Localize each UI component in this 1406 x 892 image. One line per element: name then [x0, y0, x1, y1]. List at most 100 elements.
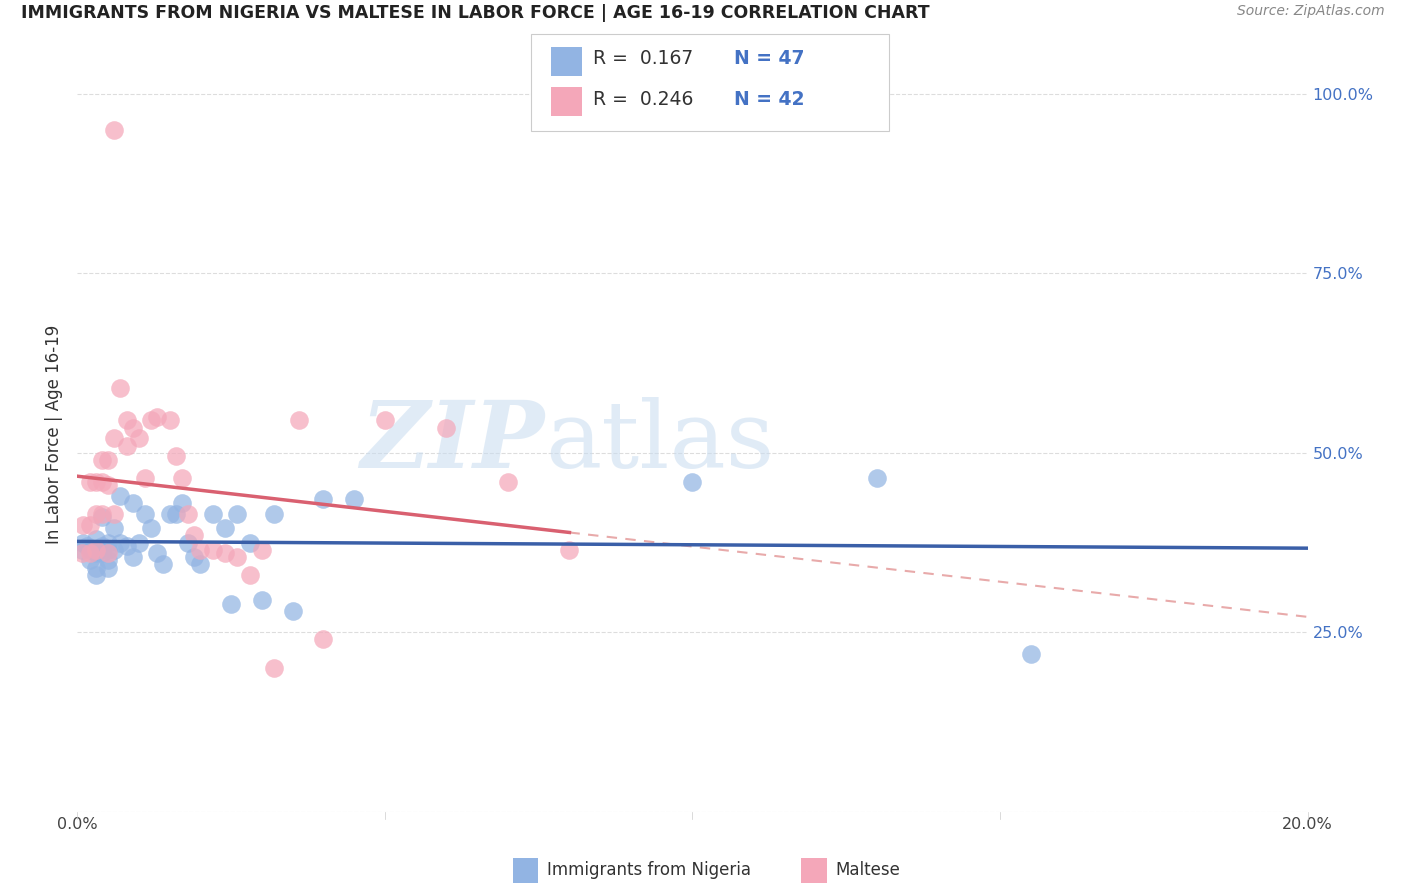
Text: R =  0.246: R = 0.246 [593, 89, 693, 109]
Point [97, 546, 120, 560]
Text: IMMIGRANTS FROM NIGERIA VS MALTESE IN LABOR FORCE | AGE 16-19 CORRELATION CHART: IMMIGRANTS FROM NIGERIA VS MALTESE IN LA… [21, 4, 929, 22]
Point [250, 542, 273, 557]
Point [312, 492, 335, 507]
Point [214, 521, 236, 535]
Point [214, 546, 236, 560]
Point [97, 535, 120, 549]
Point [84, 532, 107, 546]
Text: R =  0.167: R = 0.167 [593, 49, 693, 69]
Point [312, 632, 335, 647]
Point [84, 560, 107, 574]
Point [177, 507, 200, 521]
Point [72, 535, 94, 549]
Point [97, 453, 120, 467]
Point [115, 439, 138, 453]
Point [134, 471, 156, 485]
Point [90, 507, 114, 521]
Point [103, 122, 125, 136]
Text: atlas: atlas [546, 398, 775, 487]
Point [70, 542, 93, 557]
Point [90, 546, 114, 560]
Point [84, 567, 107, 582]
Point [159, 413, 181, 427]
Point [558, 542, 581, 557]
Point [141, 413, 163, 427]
Point [170, 496, 193, 510]
Point [226, 507, 249, 521]
Point [374, 413, 396, 427]
Point [682, 475, 704, 489]
Point [84, 546, 107, 560]
Text: Maltese: Maltese [835, 861, 900, 879]
Point [188, 542, 212, 557]
Point [121, 496, 143, 510]
Point [183, 528, 205, 542]
Point [496, 475, 519, 489]
Point [90, 539, 114, 553]
Point [79, 546, 101, 560]
Point [239, 535, 262, 549]
Point [84, 542, 107, 557]
Point [159, 507, 181, 521]
Point [146, 409, 169, 424]
Point [84, 507, 107, 521]
Point [170, 471, 193, 485]
Point [866, 471, 889, 485]
Text: Immigrants from Nigeria: Immigrants from Nigeria [547, 861, 751, 879]
Point [115, 539, 138, 553]
Point [110, 535, 132, 549]
Text: Source: ZipAtlas.com: Source: ZipAtlas.com [1237, 4, 1385, 19]
Point [90, 453, 114, 467]
Point [250, 593, 273, 607]
Y-axis label: In Labor Force | Age 16-19: In Labor Force | Age 16-19 [45, 326, 63, 544]
Point [79, 553, 101, 567]
Point [103, 542, 125, 557]
Point [97, 478, 120, 492]
Point [1019, 647, 1042, 661]
Point [239, 567, 262, 582]
Point [281, 604, 304, 618]
Point [436, 420, 458, 434]
Point [188, 557, 212, 571]
Point [70, 546, 93, 560]
Point [79, 475, 101, 489]
Point [165, 450, 187, 464]
Point [79, 542, 101, 557]
Point [121, 420, 143, 434]
Point [72, 517, 94, 532]
Point [141, 521, 163, 535]
Point [103, 521, 125, 535]
Point [84, 475, 107, 489]
Point [263, 661, 285, 675]
Point [103, 507, 125, 521]
Point [177, 535, 200, 549]
Point [76, 539, 98, 553]
Text: N = 47: N = 47 [734, 49, 804, 69]
Point [97, 542, 120, 557]
Point [201, 542, 224, 557]
Point [115, 413, 138, 427]
Point [226, 549, 249, 564]
Point [110, 381, 132, 395]
Point [121, 549, 143, 564]
Point [128, 432, 150, 446]
Point [288, 413, 311, 427]
Point [201, 507, 224, 521]
Point [183, 549, 205, 564]
Point [219, 597, 242, 611]
Point [79, 517, 101, 532]
Point [134, 507, 156, 521]
Point [110, 489, 132, 503]
Point [343, 492, 366, 507]
Point [152, 557, 174, 571]
Point [263, 507, 285, 521]
Text: ZIP: ZIP [360, 398, 546, 487]
Point [103, 432, 125, 446]
Point [97, 560, 120, 574]
Point [146, 546, 169, 560]
Point [128, 535, 150, 549]
Point [90, 475, 114, 489]
Point [165, 507, 187, 521]
Point [90, 510, 114, 524]
Point [97, 553, 120, 567]
